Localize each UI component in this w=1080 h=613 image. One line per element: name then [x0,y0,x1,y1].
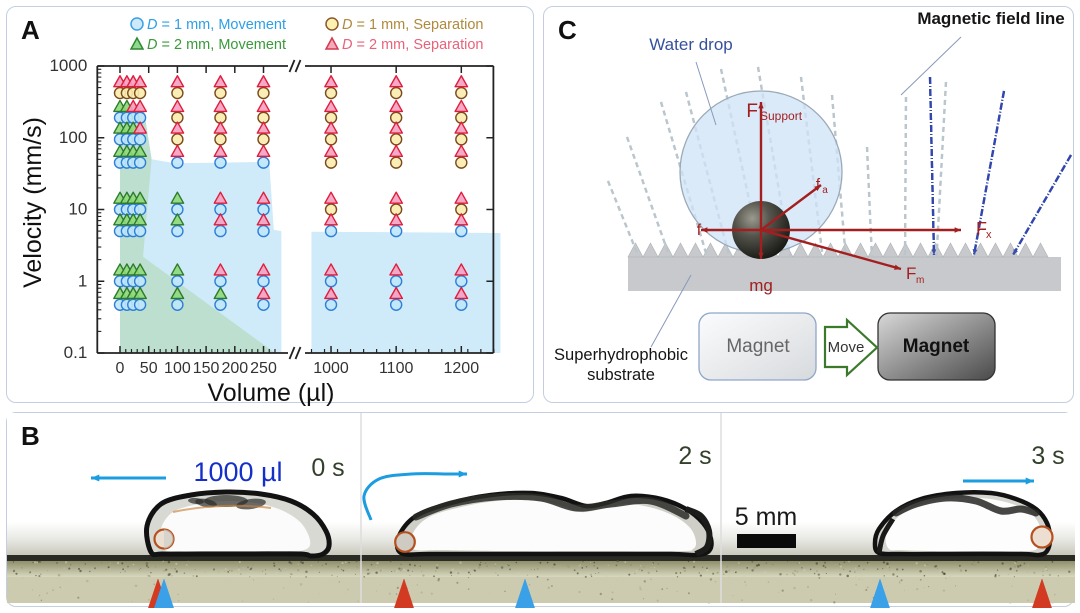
svg-text:10: 10 [68,200,87,219]
svg-text:200: 200 [221,360,248,377]
svg-text:250: 250 [250,360,277,377]
svg-text:Water drop: Water drop [649,35,732,54]
svg-text:substrate: substrate [587,366,655,384]
svg-text:150: 150 [193,360,220,377]
svg-text:Support: Support [760,109,803,123]
svg-text:1000: 1000 [49,56,87,75]
svg-text:Move: Move [828,339,865,356]
svg-text:m: m [916,275,924,286]
svg-text:5 mm: 5 mm [735,503,798,531]
svg-text:1: 1 [78,271,87,290]
svg-text:50: 50 [140,360,158,377]
svg-text:1000 µl: 1000 µl [193,457,282,487]
svg-text:f: f [697,222,702,239]
svg-text:Superhydrophobic: Superhydrophobic [554,346,688,364]
svg-text:x: x [986,229,992,241]
svg-text:a: a [822,185,828,196]
svg-text:0.1: 0.1 [64,343,88,362]
svg-text:100: 100 [59,128,87,147]
svg-text:mg: mg [749,276,773,295]
svg-text:100: 100 [164,360,191,377]
svg-text:F: F [906,264,916,283]
svg-text:Magnetic field line: Magnetic field line [917,9,1064,28]
svg-text:1200: 1200 [444,360,480,377]
svg-text:0: 0 [116,360,125,377]
svg-text:Magnet: Magnet [726,336,790,357]
svg-text:1000: 1000 [313,360,349,377]
svg-text:2 s: 2 s [678,442,711,470]
svg-text:Magnet: Magnet [903,336,970,357]
svg-text:F: F [746,101,758,122]
svg-text:3 s: 3 s [1031,442,1064,470]
svg-text:1100: 1100 [379,360,414,377]
svg-text:0 s: 0 s [311,454,344,482]
